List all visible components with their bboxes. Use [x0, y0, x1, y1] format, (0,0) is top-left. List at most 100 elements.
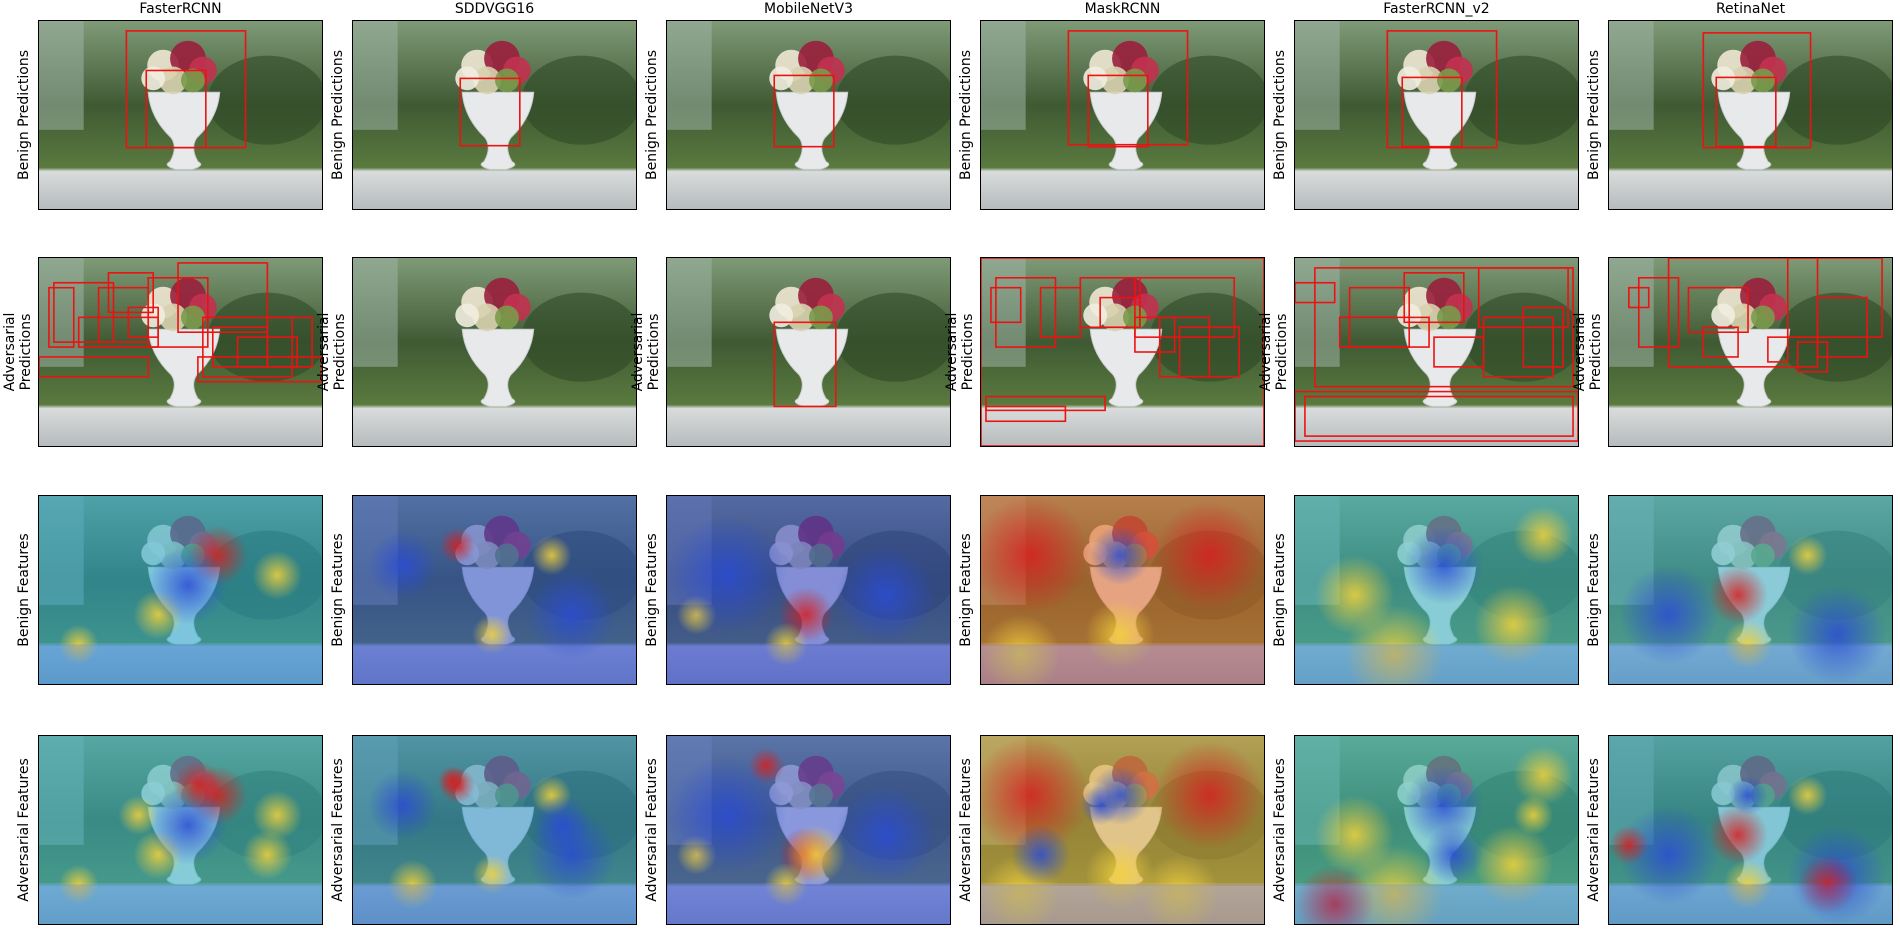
vase-image [981, 496, 1264, 684]
row-label-line: Adversarial [630, 312, 646, 392]
benign-predictions-panel-mobilenetv3 [666, 20, 951, 210]
bounding-box [1796, 341, 1829, 373]
vase-image [1295, 21, 1578, 209]
row-label-line: Predictions [1588, 313, 1604, 391]
bounding-box [197, 356, 322, 383]
column-title-maskrcnn: MaskRCNN [1084, 1, 1161, 17]
bounding-box [1433, 336, 1485, 368]
bounding-box [1134, 276, 1236, 338]
row-label-adversarial-predictions: Adversarial Predictions [2, 313, 34, 392]
row-label-line: Benign Features [958, 533, 974, 647]
row-label-line: Adversarial [316, 312, 332, 392]
row-label-line: Benign Predictions [1586, 49, 1602, 181]
vase-image [39, 258, 322, 446]
column-title-mobilenetv3: MobileNetV3 [764, 1, 853, 17]
bounding-box [1687, 286, 1749, 334]
bounding-box [1178, 326, 1240, 378]
vase-image [353, 496, 636, 684]
row-label-line: Benign Predictions [958, 49, 974, 181]
column-title-fasterrcnn: FasterRCNN [139, 1, 222, 17]
benign-features-panel-retinanet [1608, 495, 1893, 685]
vase-image [1609, 736, 1892, 924]
bounding-box [266, 316, 313, 368]
adversarial-features-panel-fasterrcnn-v2 [1294, 735, 1579, 925]
row-label-line: Adversarial Features [958, 758, 974, 902]
benign-predictions-panel-retinanet [1608, 20, 1893, 210]
row-label-adversarial-predictions: Adversarial Predictions [630, 313, 662, 392]
row-label-line: Adversarial [1258, 312, 1274, 392]
bounding-box [773, 74, 835, 148]
row-label-line: Benign Predictions [644, 49, 660, 181]
row-label-line: Predictions [1274, 313, 1290, 391]
row-label-line: Benign Predictions [16, 49, 32, 181]
row-label-adversarial-features: Adversarial Features [644, 758, 660, 902]
vase-image [39, 21, 322, 209]
benign-predictions-panel-sddvgg16 [352, 20, 637, 210]
row-label-benign-predictions: Benign Predictions [1272, 50, 1288, 180]
benign-predictions-panel-maskrcnn [980, 20, 1265, 210]
row-label-adversarial-features: Adversarial Features [16, 758, 32, 902]
vase-image [1609, 496, 1892, 684]
bounding-box [1295, 281, 1336, 304]
vase-image [667, 258, 950, 446]
row-label-benign-features: Benign Features [330, 533, 346, 646]
adversarial-predictions-panel-maskrcnn [980, 257, 1265, 447]
bounding-box [1134, 316, 1176, 353]
adversarial-features-panel-mobilenetv3 [666, 735, 951, 925]
row-label-line: Predictions [18, 313, 34, 391]
vase-image [981, 21, 1264, 209]
adversarial-features-panel-retinanet [1608, 735, 1893, 925]
bounding-box [1522, 306, 1564, 368]
benign-features-panel-sddvgg16 [352, 495, 637, 685]
row-label-line: Predictions [960, 313, 976, 391]
adversarial-features-panel-maskrcnn [980, 735, 1265, 925]
row-label-benign-features: Benign Features [1272, 533, 1288, 646]
row-label-line: Adversarial Features [16, 758, 32, 902]
vase-image [353, 21, 636, 209]
vase-image [353, 736, 636, 924]
vase-image [39, 496, 322, 684]
vase-image [1295, 736, 1578, 924]
row-label-benign-features: Benign Features [1586, 533, 1602, 646]
bounding-box [1087, 74, 1149, 148]
row-label-line: Adversarial [2, 312, 18, 392]
row-label-benign-features: Benign Features [958, 533, 974, 646]
bounding-box [48, 286, 75, 348]
bounding-box [773, 321, 837, 408]
row-label-line: Benign Features [644, 533, 660, 647]
vase-image [353, 258, 636, 446]
row-label-line: Benign Features [16, 533, 32, 647]
row-label-line: Benign Features [1272, 533, 1288, 647]
row-label-line: Adversarial Features [1272, 758, 1288, 902]
row-label-adversarial-predictions: Adversarial Predictions [1258, 313, 1290, 392]
bounding-box [1099, 296, 1141, 329]
vase-image [667, 736, 950, 924]
row-label-adversarial-predictions: Adversarial Predictions [1572, 313, 1604, 392]
row-label-line: Predictions [332, 313, 348, 391]
row-label-line: Adversarial Features [644, 758, 660, 902]
bounding-box [1295, 390, 1578, 442]
row-label-adversarial-features: Adversarial Features [958, 758, 974, 902]
row-label-benign-features: Benign Features [16, 533, 32, 646]
row-label-adversarial-features: Adversarial Features [1586, 758, 1602, 902]
bounding-box [985, 395, 1106, 412]
adversarial-features-panel-sddvgg16 [352, 735, 637, 925]
bounding-box [107, 272, 154, 314]
bounding-box [1786, 258, 1883, 338]
benign-predictions-panel-fasterrcnn-v2 [1294, 20, 1579, 210]
bounding-box [1702, 326, 1739, 358]
column-title-fasterrcnn-v2: FasterRCNN_v2 [1383, 1, 1490, 17]
benign-predictions-panel-fasterrcnn [38, 20, 323, 210]
bounding-box [459, 77, 521, 147]
row-label-line: Adversarial [944, 312, 960, 392]
bounding-box [202, 316, 294, 378]
benign-features-panel-fasterrcnn-v2 [1294, 495, 1579, 685]
bounding-box [1314, 267, 1574, 388]
row-label-adversarial-features: Adversarial Features [1272, 758, 1288, 902]
adversarial-predictions-panel-fasterrcnn-v2 [1294, 257, 1579, 447]
row-label-benign-features: Benign Features [644, 533, 660, 646]
bounding-box [1816, 296, 1868, 358]
bounding-box [985, 405, 1067, 423]
vase-image [981, 736, 1264, 924]
bounding-box [1401, 76, 1463, 148]
